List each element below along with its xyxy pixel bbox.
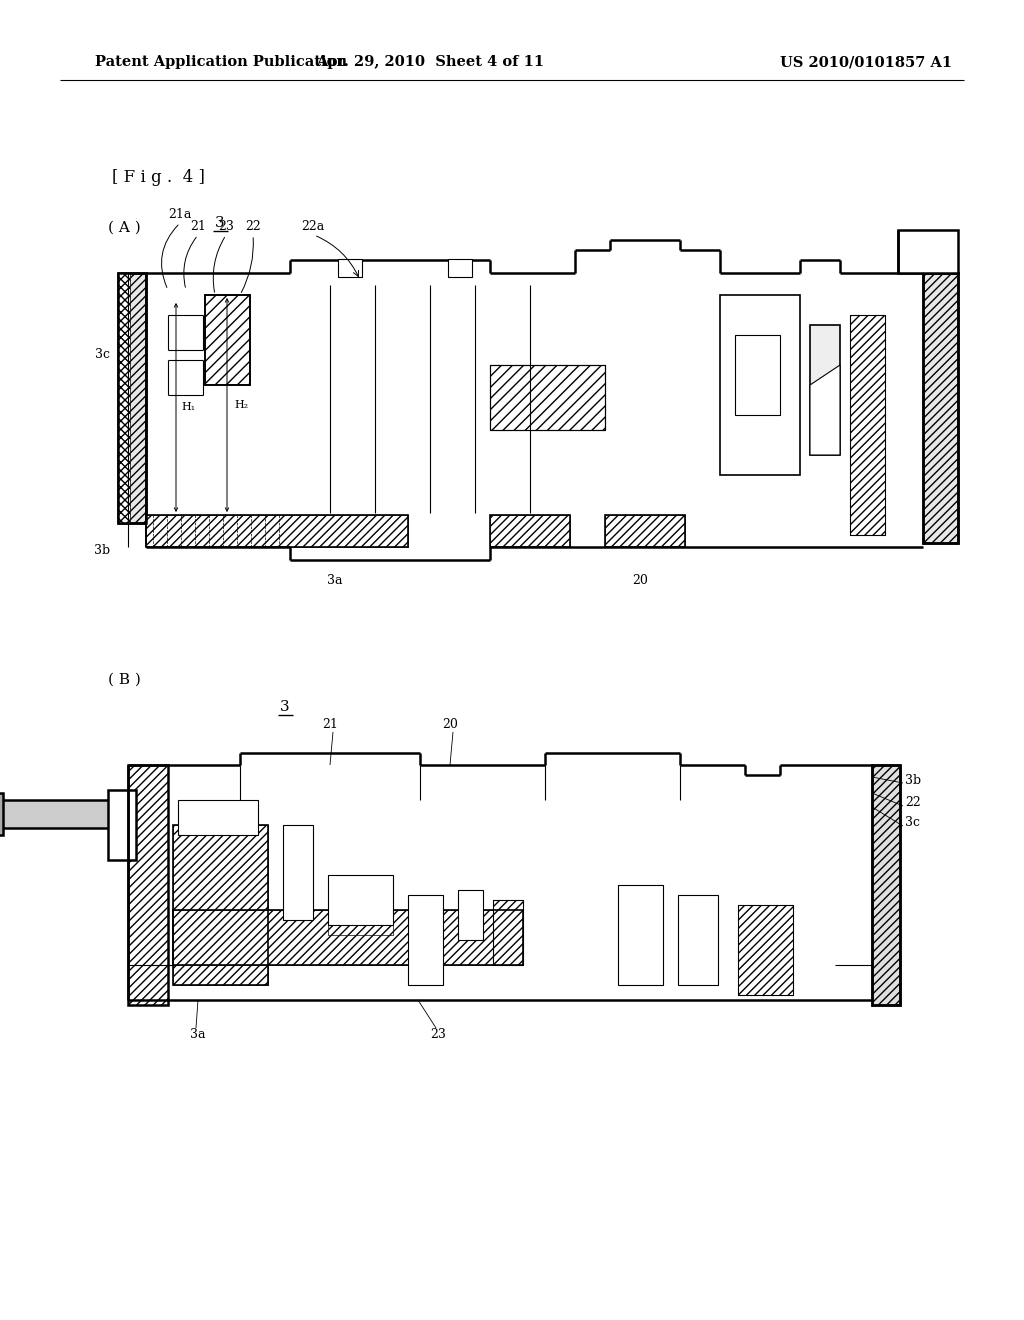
Bar [173, 909, 523, 965]
Bar [0, 793, 3, 836]
Bar [118, 273, 146, 523]
Text: 23: 23 [218, 220, 233, 234]
Text: 3b: 3b [905, 774, 922, 787]
Bar [850, 315, 885, 535]
Bar [490, 515, 570, 546]
Bar [735, 335, 780, 414]
Bar [118, 273, 130, 523]
Text: ( A ): ( A ) [108, 220, 140, 235]
Bar [605, 515, 685, 546]
Bar [205, 294, 250, 385]
Text: 3a: 3a [328, 573, 343, 586]
Bar [338, 259, 362, 277]
Text: Patent Application Publication: Patent Application Publication [95, 55, 347, 69]
Bar [0, 800, 123, 828]
Text: 21a: 21a [168, 209, 191, 222]
Bar [493, 900, 523, 965]
Text: 3: 3 [281, 700, 290, 714]
Polygon shape [810, 366, 840, 455]
Bar [720, 294, 800, 475]
Text: H₂: H₂ [233, 400, 248, 411]
Text: 3: 3 [215, 216, 225, 230]
Text: 21: 21 [323, 718, 338, 731]
Bar [178, 800, 258, 836]
Bar [850, 315, 885, 535]
Bar [898, 230, 958, 273]
Bar [173, 825, 268, 985]
Bar [678, 895, 718, 985]
Text: 23: 23 [430, 1028, 445, 1041]
Bar [328, 875, 393, 925]
Text: H₁: H₁ [181, 403, 195, 412]
Bar [408, 909, 443, 965]
Bar [735, 335, 780, 414]
Bar [328, 920, 393, 935]
Bar [490, 515, 570, 546]
Text: [ F i g .  4 ]: [ F i g . 4 ] [112, 169, 205, 186]
Bar [738, 906, 793, 995]
Text: 3c: 3c [905, 817, 920, 829]
Text: 21: 21 [190, 220, 206, 234]
Text: 22: 22 [245, 220, 261, 234]
Bar [872, 766, 900, 1005]
Bar [810, 325, 840, 455]
Bar [458, 890, 483, 940]
Text: 20: 20 [442, 718, 458, 731]
Bar [128, 766, 168, 1005]
Bar [118, 273, 146, 523]
Bar [205, 294, 250, 385]
Bar [173, 825, 268, 985]
Text: 3b: 3b [94, 544, 110, 557]
Text: 3a: 3a [190, 1028, 206, 1041]
Bar [408, 895, 443, 985]
Text: 22a: 22a [301, 220, 325, 234]
Bar [146, 515, 408, 546]
Text: 3c: 3c [95, 348, 110, 362]
Bar [923, 273, 958, 543]
Bar [605, 515, 685, 546]
Text: US 2010/0101857 A1: US 2010/0101857 A1 [780, 55, 952, 69]
Bar [490, 366, 605, 430]
Text: Apr. 29, 2010  Sheet 4 of 11: Apr. 29, 2010 Sheet 4 of 11 [316, 55, 544, 69]
Bar [108, 789, 136, 861]
Bar [173, 909, 523, 965]
Bar [738, 906, 793, 995]
Bar [146, 515, 408, 546]
Bar [490, 366, 605, 430]
Bar [283, 825, 313, 920]
Text: 20: 20 [632, 573, 648, 586]
Bar [449, 259, 472, 277]
Bar [128, 766, 168, 1005]
Bar [872, 766, 900, 1005]
Bar [923, 273, 958, 543]
Text: 22: 22 [905, 796, 921, 809]
Bar [493, 900, 523, 965]
Bar [618, 884, 663, 985]
Text: ( B ): ( B ) [108, 673, 141, 686]
